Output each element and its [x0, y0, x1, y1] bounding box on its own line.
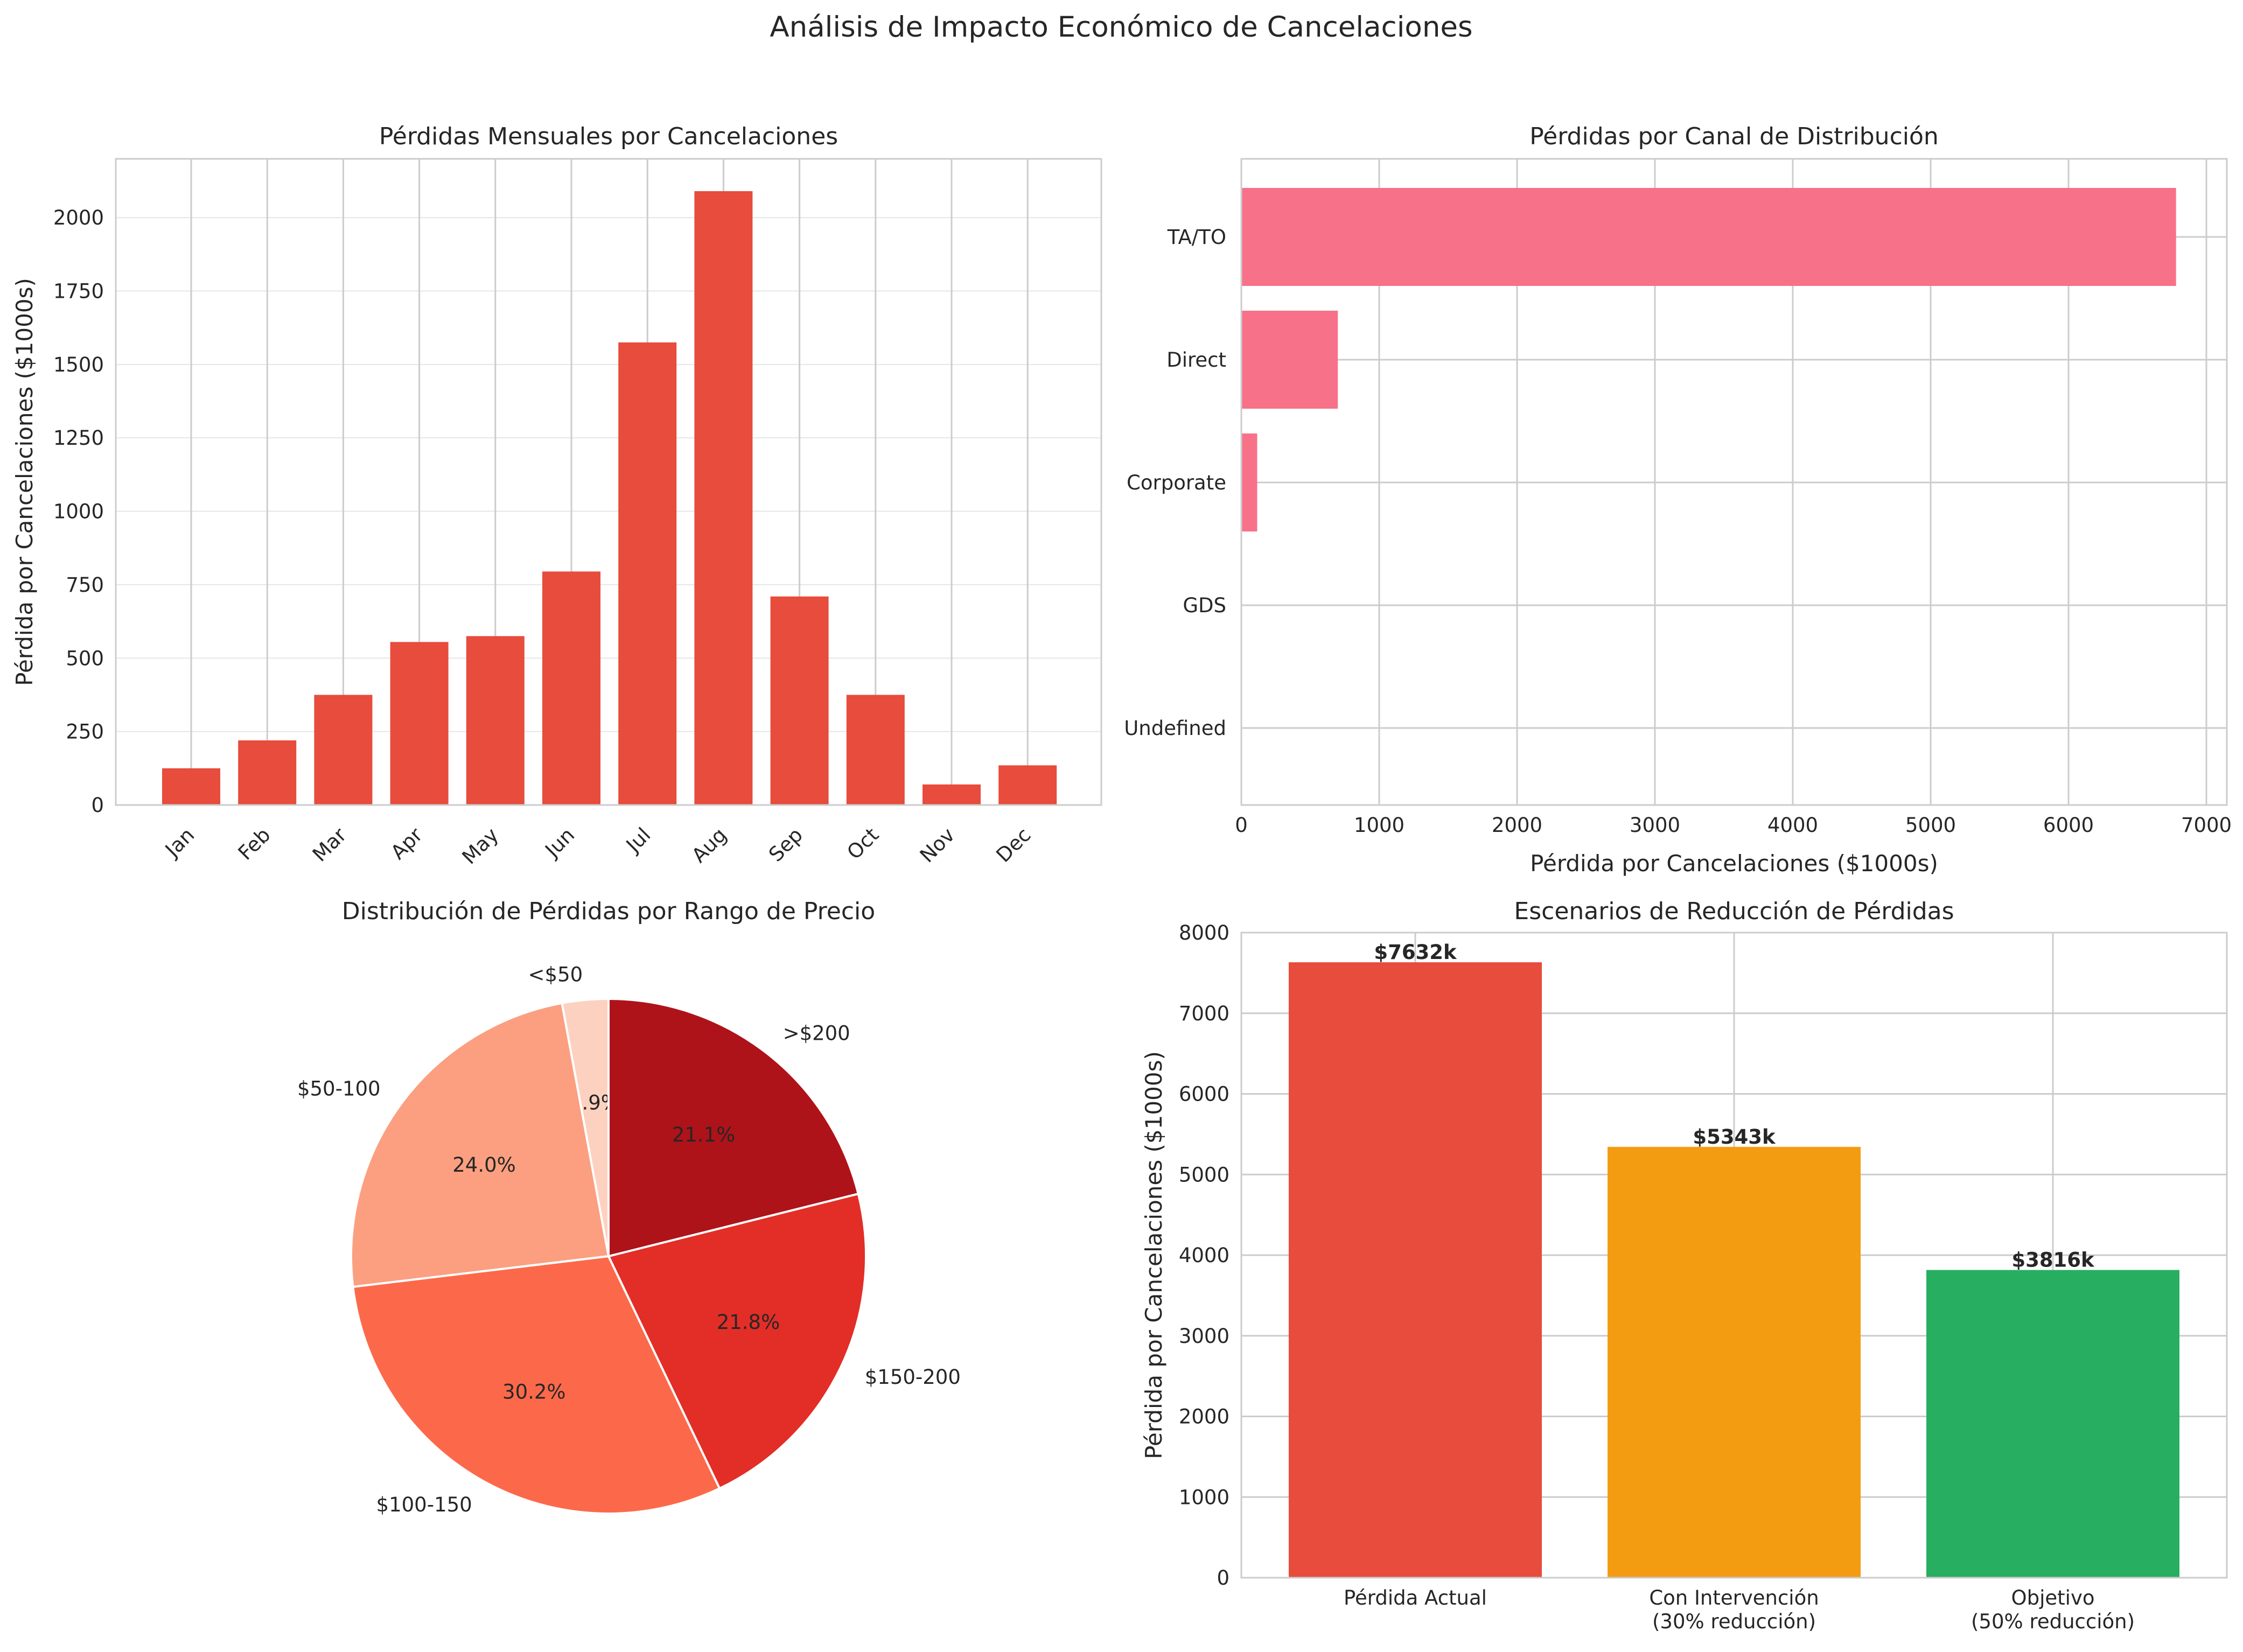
- slice-percent-label: 21.8%: [717, 1311, 780, 1334]
- x-tick-label: Aug: [687, 823, 731, 867]
- bar-value-label: $5343k: [1693, 1125, 1776, 1149]
- bar-scenario-2: [1608, 1146, 1861, 1578]
- bar-jul: [618, 342, 677, 805]
- y-tick-label: 7000: [1179, 1002, 1229, 1025]
- bar-jan: [162, 768, 220, 805]
- y-tick-label: 6000: [1179, 1083, 1229, 1106]
- slice-percent-label: 21.1%: [672, 1123, 736, 1146]
- bar-value-label: $7632k: [1374, 941, 1457, 964]
- bar-value-label: $3816k: [2011, 1249, 2095, 1272]
- x-tick-label: Objetivo: [2011, 1586, 2095, 1609]
- plot-frame: [115, 158, 1102, 806]
- x-tick-label: 1000: [1354, 814, 1405, 837]
- panel-title: Escenarios de Reducción de Pérdidas: [1514, 898, 1954, 925]
- bar-may: [466, 636, 525, 805]
- panel-title: Pérdidas por Canal de Distribución: [1529, 123, 1939, 150]
- x-tick-label: Jun: [540, 823, 579, 863]
- y-tick-label: 2000: [53, 206, 104, 229]
- x-tick-label: (30% reducción): [1652, 1610, 1816, 1633]
- y-tick-label: 1500: [53, 353, 104, 376]
- y-tick-label: 5000: [1179, 1163, 1229, 1186]
- bar-jun: [542, 571, 600, 805]
- bar-oct: [846, 695, 905, 805]
- panel-title: Distribución de Pérdidas por Rango de Pr…: [342, 898, 875, 925]
- y-axis-label: Pérdida por Cancelaciones ($1000s): [1141, 1051, 1167, 1459]
- y-tick-label: 1250: [53, 426, 104, 450]
- slice-50-100: [350, 1002, 610, 1289]
- x-tick-label: Feb: [234, 823, 275, 865]
- slice-150-200: [607, 1192, 867, 1490]
- x-tick-label: Jan: [160, 823, 199, 862]
- bar-corporate: [1241, 433, 1257, 531]
- x-tick-label: 3000: [1630, 814, 1680, 837]
- slice-percent-label: 30.2%: [502, 1380, 566, 1403]
- y-tick-label: Corporate: [1127, 471, 1226, 494]
- x-tick-label: Jul: [621, 823, 655, 857]
- slice-label: <$50: [528, 963, 583, 986]
- y-tick-label: Direct: [1166, 348, 1226, 372]
- y-tick-label: 3000: [1179, 1325, 1229, 1348]
- plot-frame: [1240, 158, 2228, 806]
- bar-scenario-1: [1289, 962, 1542, 1578]
- y-tick-label: 0: [1217, 1566, 1229, 1590]
- channel-losses-chart: 0 1000 2000 3000 4000 5000 6000 7000 TA/TO Direct…: [1124, 123, 2232, 877]
- bar-ta-to: [1241, 188, 2176, 286]
- slice-label: >$200: [783, 1022, 850, 1045]
- x-axis-label: Pérdida por Cancelaciones ($1000s): [1530, 850, 1938, 877]
- y-tick-label: 1000: [53, 500, 104, 523]
- y-axis-label: Pérdida por Cancelaciones ($1000s): [11, 278, 38, 686]
- price-range-pie-chart: Distribución de Pérdidas por Rango de Pr…: [297, 898, 961, 1516]
- slice-label: $150-200: [865, 1366, 961, 1389]
- x-tick-label: Apr: [386, 823, 427, 864]
- y-tick-label: 500: [66, 647, 104, 670]
- slice-label: $100-150: [376, 1493, 472, 1516]
- x-tick-label: Dec: [992, 823, 1036, 867]
- x-tick-label: May: [458, 823, 503, 869]
- bar-direct: [1241, 311, 1338, 409]
- bar-mar: [314, 695, 373, 805]
- x-tick-label: Oct: [843, 823, 884, 864]
- x-tick-label: 2000: [1492, 814, 1542, 837]
- bar-feb: [238, 740, 297, 805]
- y-tick-label: 0: [91, 794, 104, 817]
- y-tick-label: GDS: [1183, 594, 1226, 617]
- slice-200: [607, 997, 860, 1258]
- y-tick-label: 1750: [53, 279, 104, 303]
- x-tick-label: Nov: [916, 823, 959, 867]
- monthly-losses-chart: 0 250 500 750 1000 1250 1500 1750 2000 Jan Feb Mar A…: [11, 123, 1102, 869]
- y-tick-label: 750: [66, 573, 104, 597]
- x-tick-label: Sep: [764, 823, 807, 866]
- figure-title: Análisis de Impacto Económico de Cancela…: [770, 11, 1472, 44]
- slice-label: $50-100: [297, 1077, 381, 1100]
- x-tick-label: (50% reducción): [1971, 1610, 2135, 1633]
- slice-percent-label: 24.0%: [452, 1153, 516, 1177]
- plot-frame: [1240, 932, 2228, 1579]
- x-tick-label: 0: [1235, 814, 1248, 837]
- slice-100-150: [352, 1255, 721, 1515]
- x-tick-label: 5000: [1905, 814, 1956, 837]
- bar-nov: [923, 784, 981, 805]
- x-tick-label: Pérdida Actual: [1344, 1586, 1487, 1609]
- y-tick-label: 4000: [1179, 1244, 1229, 1267]
- x-tick-label: 6000: [2043, 814, 2094, 837]
- bar-sep: [770, 596, 829, 805]
- bar-dec: [998, 765, 1057, 805]
- y-tick-label: 8000: [1179, 921, 1229, 944]
- x-tick-label: 7000: [2181, 814, 2232, 837]
- x-tick-label: 4000: [1767, 814, 1818, 837]
- bar-scenario-3: [1926, 1270, 2179, 1578]
- y-tick-label: TA/TO: [1167, 226, 1226, 249]
- bar-aug: [694, 191, 753, 805]
- x-tick-label: Con Intervención: [1649, 1586, 1819, 1609]
- x-tick-label: Mar: [308, 823, 351, 866]
- y-tick-label: 250: [66, 720, 104, 744]
- y-tick-label: 1000: [1179, 1486, 1229, 1509]
- bar-apr: [390, 642, 449, 805]
- reduction-scenarios-chart: 0 1000 2000 3000 4000 5000 6000 7000 8000 $7632k P…: [1141, 898, 2228, 1633]
- y-tick-label: 2000: [1179, 1405, 1229, 1429]
- y-tick-label: Undefined: [1124, 717, 1226, 740]
- panel-title: Pérdidas Mensuales por Cancelaciones: [379, 123, 838, 150]
